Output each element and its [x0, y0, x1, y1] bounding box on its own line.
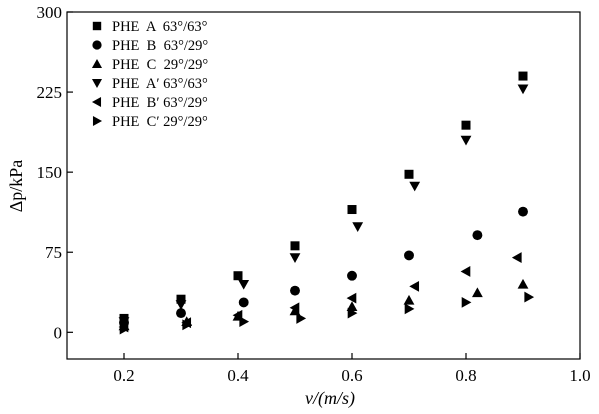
legend-label: PHE B 63°/29°	[112, 38, 208, 54]
legend-marker	[91, 96, 102, 108]
legend-marker	[92, 115, 103, 127]
y-tick-label: 0	[54, 323, 63, 342]
data-point	[404, 169, 414, 179]
x-axis-title: v/(m/s)	[305, 388, 355, 409]
legend-label: PHE C 29°/29°	[112, 57, 208, 73]
series-4	[118, 84, 529, 328]
legend-item: PHE A′ 63°/63°	[91, 76, 208, 92]
data-point	[346, 301, 358, 312]
x-axis: 0.2 0.4 0.6 0.8 1.0	[113, 353, 591, 385]
data-point	[238, 297, 249, 308]
x-tick-label: 0.6	[341, 366, 362, 385]
y-tick-label: 225	[37, 83, 63, 102]
data-point	[233, 271, 243, 281]
legend-marker	[91, 78, 103, 89]
data-point	[511, 252, 522, 263]
data-point	[346, 292, 357, 304]
plot-frame	[66, 11, 581, 360]
data-point	[404, 303, 415, 315]
data-point	[352, 222, 364, 233]
data-point	[461, 120, 471, 130]
legend-label: PHE A 63°/63°	[112, 19, 208, 35]
data-point	[517, 278, 529, 289]
data-point	[238, 279, 250, 290]
data-point	[239, 316, 250, 328]
legend-label: PHE A′ 63°/63°	[112, 76, 208, 92]
data-point	[289, 302, 300, 314]
legend-item: PHE A 63°/63°	[92, 19, 208, 35]
data-point	[472, 287, 483, 298]
data-point	[347, 205, 357, 215]
data-point	[182, 319, 193, 331]
data-point	[290, 241, 300, 251]
data-point	[175, 300, 187, 310]
series-5	[118, 252, 522, 333]
data-point	[517, 84, 529, 95]
legend-label: PHE C′ 29°/29°	[112, 114, 208, 130]
legend-marker	[91, 58, 103, 69]
data-point	[289, 253, 301, 263]
legend-label: PHE B′ 63°/29°	[112, 95, 208, 111]
data-point	[518, 206, 528, 217]
data-point	[176, 294, 186, 304]
data-point	[347, 307, 358, 319]
x-tick-label: 1.0	[569, 366, 590, 385]
series-6	[119, 291, 535, 335]
data-point	[461, 297, 472, 308]
legend-item: PHE B 63°/29°	[92, 38, 208, 54]
data-points	[118, 71, 535, 335]
y-axis-title: Δp/kPa	[6, 160, 26, 213]
x-tick-label: 0.8	[455, 366, 476, 385]
series-2	[119, 206, 528, 328]
data-point	[460, 266, 471, 277]
data-point	[404, 250, 414, 261]
legend-item: PHE C 29°/29°	[91, 57, 208, 73]
legend-item: PHE B′ 63°/29°	[91, 95, 208, 111]
data-point	[118, 317, 130, 328]
data-point	[409, 181, 421, 192]
legend: PHE A 63°/63° PHE B 63°/29° PHE C 29°/29° P…	[91, 19, 208, 130]
data-point	[460, 135, 472, 146]
data-point	[409, 280, 420, 292]
y-tick-label: 300	[37, 3, 63, 22]
y-tick-label: 150	[37, 163, 63, 182]
data-point	[347, 270, 357, 281]
y-tick-label: 75	[45, 243, 62, 262]
data-point	[296, 313, 307, 324]
x-tick-label: 0.4	[227, 366, 249, 385]
data-point	[472, 230, 483, 241]
y-axis: 0 75 150 225 300	[37, 3, 73, 342]
x-tick-label: 0.2	[113, 366, 134, 385]
data-point	[403, 294, 415, 305]
data-point	[518, 71, 528, 81]
data-point	[524, 291, 535, 303]
data-point	[119, 323, 130, 335]
data-point	[176, 308, 186, 319]
legend-marker	[92, 21, 102, 31]
data-point	[290, 285, 300, 296]
legend-marker	[92, 40, 102, 50]
legend-item: PHE C′ 29°/29°	[92, 114, 208, 130]
